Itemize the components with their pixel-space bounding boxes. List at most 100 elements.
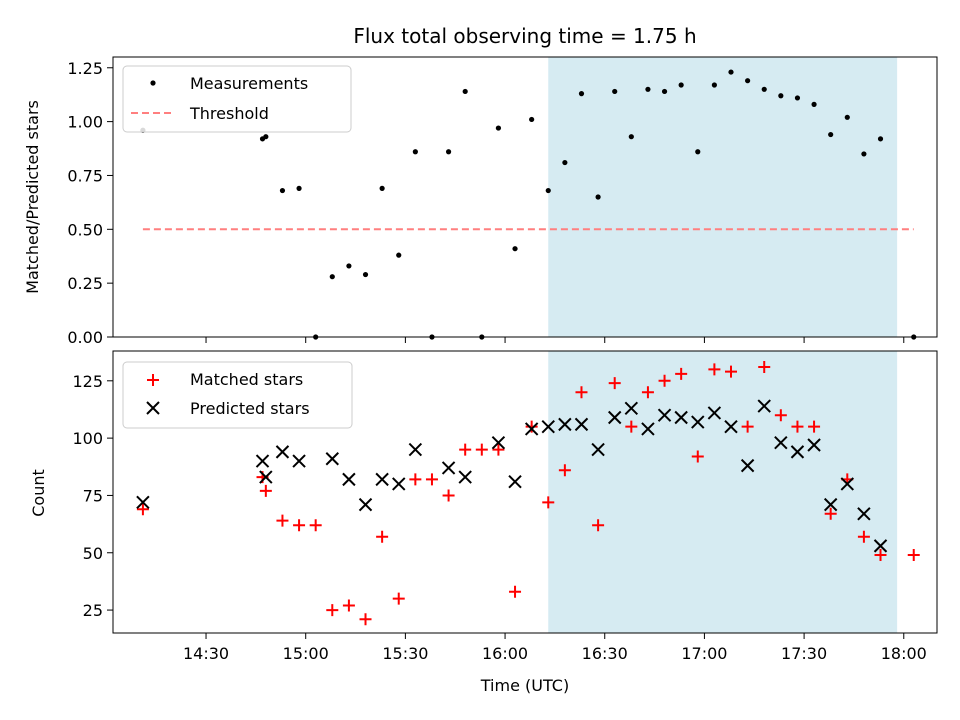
- legend-measurements-label: Measurements: [190, 74, 308, 93]
- matched-star-point: [791, 420, 804, 433]
- predicted-star-point: [259, 470, 273, 484]
- predicted-star-point: [458, 470, 472, 484]
- top-y-tick-label: 1.00: [67, 113, 103, 132]
- matched-star-point: [309, 519, 322, 532]
- bottom-axes-frame: [112, 350, 938, 634]
- predicted-star-point: [408, 442, 423, 457]
- measurement-point: [462, 88, 468, 95]
- matched-star-point: [525, 420, 538, 433]
- bottom-panel: Count Time (UTC) 25 50 75 100 125 14:30 15:00 1…: [29, 350, 938, 695]
- predicted-star-point: [790, 445, 805, 459]
- matched-star-point: [907, 549, 920, 562]
- matched-star-point: [392, 592, 405, 605]
- predicted-star-point: [608, 410, 622, 425]
- matched-star-point: [708, 363, 721, 376]
- predicted-star-point: [857, 507, 871, 521]
- top-axes-frame: [112, 56, 938, 338]
- predicted-star-point: [136, 495, 150, 510]
- top-y-tick-label: 0.25: [67, 274, 103, 293]
- measurement-point: [296, 185, 302, 191]
- predicted-star-point: [275, 445, 290, 459]
- measurement-point: [711, 82, 717, 88]
- matched-star-point: [359, 613, 372, 626]
- measurement-point: [661, 88, 668, 95]
- predicted-star-point: [524, 422, 539, 436]
- measurement-point: [844, 114, 850, 120]
- matched-star-point: [808, 420, 821, 433]
- matched-star-point: [575, 386, 588, 399]
- legend-predicted-marker: [146, 401, 160, 415]
- matched-star-point: [409, 473, 422, 486]
- measurement-point: [695, 149, 701, 155]
- bottom-x-tick-label: 15:00: [283, 644, 329, 663]
- bottom-legend-box: [122, 361, 353, 429]
- matched-star-point: [459, 443, 472, 456]
- matched-star-point: [608, 377, 621, 390]
- predicted-star-point: [574, 417, 589, 432]
- x-axis-label: Time (UTC): [480, 676, 569, 695]
- bottom-x-tick-label: 17:00: [681, 644, 727, 663]
- bottom-legend: Matched stars Predicted stars: [122, 361, 353, 429]
- predicted-star-point: [255, 454, 270, 468]
- bottom-x-tick-label: 18:00: [881, 644, 927, 663]
- predicted-star-point: [375, 472, 389, 487]
- measurement-point: [612, 88, 618, 95]
- legend-predicted-label: Predicted stars: [190, 399, 310, 418]
- matched-star-point: [758, 361, 771, 374]
- measurement-point: [678, 82, 684, 88]
- matched-star-point: [874, 549, 887, 562]
- measurement-point: [445, 149, 452, 155]
- top-y-tick-label: 0.75: [67, 166, 103, 185]
- top-y-tick-label: 0.50: [67, 220, 103, 239]
- predicted-star-point: [641, 422, 655, 436]
- measurement-point: [745, 78, 751, 84]
- matched-star-point: [475, 443, 488, 456]
- measurement-point: [379, 185, 385, 191]
- measurement-point: [263, 134, 269, 140]
- predicted-star-point: [441, 461, 456, 475]
- measurement-point: [545, 187, 551, 194]
- measurement-point: [346, 263, 352, 269]
- measurement-point: [628, 134, 634, 140]
- top-legend: Measurements Threshold: [122, 65, 352, 133]
- measurement-point: [877, 136, 884, 142]
- measurement-point: [811, 101, 817, 107]
- chart-title: Flux total observing time = 1.75 h: [353, 24, 696, 48]
- matched-star-point: [691, 450, 704, 463]
- measurement-point: [728, 69, 734, 75]
- predicted-star-point: [840, 477, 854, 491]
- matched-star-point: [326, 604, 339, 617]
- legend-matched-label: Matched stars: [190, 370, 303, 389]
- measurement-point: [562, 159, 568, 166]
- predicted-star-point: [342, 472, 356, 487]
- measurement-point: [362, 271, 369, 278]
- measurement-point: [778, 93, 784, 99]
- measurement-point: [828, 131, 834, 138]
- top-observing-span: [548, 57, 898, 337]
- matched-star-point: [592, 519, 605, 532]
- matched-star-point: [259, 484, 272, 497]
- bottom-x-tick-label: 16:30: [582, 644, 628, 663]
- matched-star-point: [774, 409, 787, 422]
- measurement-point: [329, 274, 335, 280]
- predicted-star-point: [807, 438, 821, 452]
- predicted-star-point: [508, 474, 522, 489]
- bottom-x-tick-label: 17:30: [781, 644, 827, 663]
- top-y-tick-label: 1.25: [67, 59, 103, 78]
- matched-star-point: [376, 530, 389, 543]
- matched-star-point: [625, 420, 638, 433]
- measurement-point: [412, 149, 418, 155]
- predicted-star-point: [292, 454, 306, 468]
- bottom-y-tick-label: 25: [83, 601, 103, 620]
- matched-star-point: [542, 496, 555, 509]
- predicted-star-point: [774, 435, 788, 450]
- measurement-point: [529, 116, 535, 123]
- predicted-star-point: [873, 539, 888, 553]
- matched-star-point: [725, 365, 737, 378]
- bottom-y-tick-label: 75: [83, 486, 103, 505]
- measurement-point: [578, 91, 585, 97]
- matched-star-point: [824, 507, 837, 520]
- predicted-star-point: [491, 435, 506, 450]
- matched-star-point: [857, 530, 870, 543]
